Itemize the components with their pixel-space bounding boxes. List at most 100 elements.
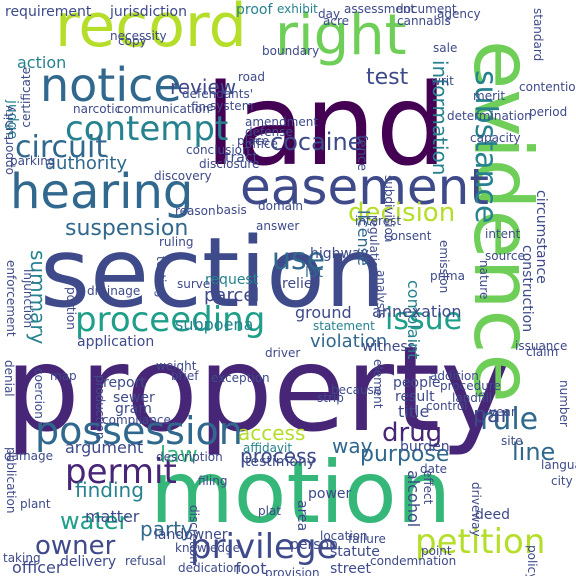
- cloud-word-property: property: [5, 320, 511, 458]
- cloud-word-discretion: discretion: [187, 505, 201, 564]
- cloud-word-regulation: regulation: [367, 215, 381, 276]
- cloud-word-landfill: landfill: [452, 391, 493, 405]
- cloud-word-ground: ground: [295, 303, 352, 322]
- cloud-word-opportunity: opportunity: [2, 105, 16, 175]
- cloud-word-gram: gram: [115, 401, 152, 417]
- cloud-word-requirement: requirement: [5, 4, 92, 20]
- cloud-word-disclosure: disclosure: [199, 157, 260, 171]
- cloud-word-lot: lot: [305, 265, 323, 281]
- cloud-word-application: application: [77, 334, 155, 350]
- cloud-word-way: way: [332, 434, 373, 458]
- cloud-word-element: element: [371, 359, 385, 409]
- cloud-word-par: par: [473, 403, 510, 428]
- cloud-word-petition: petition: [415, 522, 546, 562]
- cloud-word-easement: easement: [240, 158, 489, 216]
- cloud-word-affidavit: affidavit: [243, 441, 293, 455]
- cloud-word-circuit: circuit: [15, 130, 108, 165]
- cloud-word-procedure: procedure: [440, 379, 501, 393]
- cloud-word-contention: contention: [519, 80, 576, 94]
- cloud-word-failure: failure: [348, 532, 386, 546]
- cloud-word-analysis: analysis: [374, 270, 388, 319]
- cloud-word-privilege: privilege: [190, 527, 338, 567]
- cloud-word-finding: finding: [75, 478, 144, 502]
- cloud-word-right: right: [275, 3, 407, 68]
- cloud-word-acre: acre: [323, 14, 350, 28]
- cloud-word-section: section: [40, 217, 386, 329]
- cloud-word-road: road: [238, 70, 265, 84]
- cloud-word-sewer: sewer: [113, 390, 155, 406]
- cloud-word-annexation: annexation: [372, 302, 462, 321]
- cloud-word-answer: answer: [256, 219, 300, 233]
- cloud-word-title: title: [398, 402, 430, 421]
- cloud-word-process: process: [240, 444, 317, 468]
- cloud-word-law: law: [160, 443, 198, 468]
- cloud-word-merit: merit: [473, 89, 506, 103]
- cloud-word-purpose: purpose: [360, 442, 450, 467]
- cloud-word-area: area: [294, 500, 310, 532]
- cloud-word-drug: drug: [382, 418, 443, 448]
- cloud-word-subpoena: subpoena: [175, 315, 254, 334]
- cloud-word-witness: witness: [362, 339, 415, 355]
- cloud-word-discovery: discovery: [154, 169, 212, 183]
- cloud-word-line: line: [512, 438, 556, 466]
- cloud-word-denial: denial: [2, 360, 16, 397]
- cloud-word-knowledge: knowledge: [175, 541, 241, 555]
- cloud-word-street: street: [330, 561, 371, 576]
- cloud-word-map: map: [50, 369, 77, 383]
- cloud-word-writ: writ: [431, 74, 454, 88]
- cloud-word-portion: portion: [64, 287, 78, 330]
- cloud-word-exhibit: exhibit: [277, 2, 318, 16]
- cloud-word-necessity: necessity: [110, 29, 167, 43]
- cloud-word-jurisdiction: jurisdiction: [110, 4, 187, 20]
- cloud-word-statement: statement: [313, 319, 375, 333]
- cloud-word-proof: proof: [236, 2, 273, 18]
- cloud-word-standard: standard: [531, 8, 545, 62]
- cloud-word-refusal: refusal: [125, 554, 166, 568]
- cloud-word-issue: issue: [385, 302, 463, 337]
- cloud-word-test: test: [366, 65, 409, 90]
- cloud-word-foot: foot: [235, 559, 267, 576]
- cloud-word-control: control: [426, 399, 468, 413]
- cloud-word-plant: plant: [20, 497, 51, 511]
- cloud-word-action: action: [17, 53, 67, 72]
- cloud-word-coercion: coercion: [32, 368, 46, 419]
- cloud-word-relief: relief: [282, 276, 318, 292]
- cloud-word-alcohol: alcohol: [404, 470, 423, 528]
- cloud-word-statute: statute: [330, 544, 380, 560]
- cloud-word-cannabis: cannabis: [397, 14, 451, 28]
- cloud-word-because: because: [331, 383, 382, 397]
- cloud-word-exception: exception: [211, 371, 270, 385]
- cloud-word-basis: basis: [216, 203, 247, 217]
- cloud-word-agency: agency: [437, 7, 481, 21]
- cloud-word-day: day: [318, 7, 341, 21]
- cloud-word-contempt: contempt: [65, 109, 229, 149]
- cloud-word-fine: fine: [191, 100, 214, 114]
- cloud-word-consent: consent: [384, 229, 432, 243]
- cloud-word-highway: highway: [310, 246, 369, 262]
- cloud-word-dedication: dedication: [178, 561, 241, 575]
- cloud-word-people: people: [393, 375, 441, 391]
- cloud-word-person: person: [290, 537, 338, 553]
- cloud-word-plat: plat: [258, 504, 282, 518]
- cloud-word-result: result: [395, 389, 435, 405]
- cloud-word-argument: argument: [65, 438, 144, 457]
- cloud-word-brief: brief: [171, 369, 199, 383]
- cloud-word-parcel: parcel: [204, 285, 260, 306]
- cloud-word-ruling: ruling: [159, 235, 194, 249]
- cloud-word-office: office: [245, 137, 278, 151]
- cloud-word-delivery: delivery: [60, 554, 117, 570]
- cloud-word-nature: nature: [477, 260, 491, 300]
- cloud-word-proceeding: proceeding: [75, 300, 266, 340]
- cloud-word-rule: rule: [480, 402, 539, 437]
- cloud-word-narcotic: narcotic: [73, 102, 122, 116]
- cloud-word-intent: intent: [485, 227, 521, 241]
- cloud-word-compliance: compliance: [102, 413, 171, 427]
- cloud-word-access: access: [238, 421, 306, 445]
- cloud-word-fence: fence: [354, 135, 369, 171]
- cloud-word-claim: claim: [526, 345, 559, 359]
- cloud-word-issuance: issuance: [515, 339, 568, 353]
- cloud-word-place: place: [237, 134, 270, 148]
- cloud-word-policy: policy: [525, 545, 539, 576]
- cloud-word-location: location: [320, 529, 368, 543]
